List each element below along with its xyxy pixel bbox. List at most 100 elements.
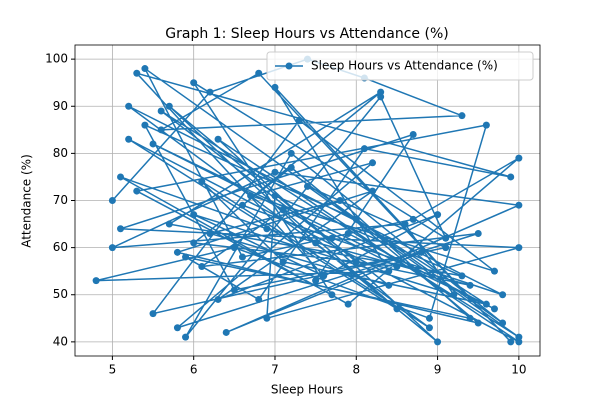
marker (279, 206, 287, 214)
marker (133, 187, 141, 195)
marker (117, 225, 125, 233)
marker (287, 164, 295, 172)
series (92, 55, 523, 346)
y-tick-label: 40 (53, 334, 68, 348)
marker (271, 192, 279, 200)
marker (385, 281, 393, 289)
marker (482, 121, 490, 129)
marker (499, 319, 507, 327)
marker (304, 182, 311, 190)
marker (165, 102, 173, 110)
marker (149, 140, 157, 148)
y-tick-label: 70 (53, 193, 68, 207)
marker (466, 281, 474, 289)
marker (466, 314, 474, 322)
x-tick-label: 8 (352, 363, 360, 377)
y-tick-label: 90 (53, 99, 68, 113)
x-tick-label: 6 (190, 363, 198, 377)
marker (458, 272, 466, 280)
marker (295, 116, 303, 124)
marker (442, 244, 450, 252)
y-tick-label: 80 (53, 146, 68, 160)
marker (125, 135, 133, 143)
marker (173, 324, 181, 332)
marker (393, 305, 401, 313)
x-tick-label: 10 (511, 363, 526, 377)
marker (271, 83, 279, 91)
y-tick-label: 100 (45, 52, 68, 66)
y-tick-label: 50 (53, 287, 68, 301)
x-tick-label: 9 (434, 363, 442, 377)
marker (312, 277, 320, 285)
x-tick-label: 7 (271, 363, 279, 377)
marker (287, 149, 295, 157)
marker (515, 154, 523, 162)
marker (149, 310, 157, 318)
legend-box (266, 51, 534, 81)
marker (222, 328, 230, 336)
marker (238, 253, 246, 261)
marker (369, 159, 377, 167)
marker (190, 211, 198, 219)
marker (255, 69, 263, 77)
line (95, 58, 522, 343)
marker (474, 319, 482, 327)
marker (385, 267, 393, 275)
marker (206, 88, 214, 96)
legend-label: Sleep Hours vs Attendance (%) (311, 59, 498, 73)
marker (182, 253, 190, 261)
marker (263, 225, 271, 233)
marker (515, 333, 523, 341)
marker (271, 168, 279, 176)
marker (344, 229, 352, 237)
marker (190, 79, 198, 87)
marker (482, 300, 490, 308)
marker (214, 135, 222, 143)
y-axis-label: Attendance (%) (20, 154, 34, 248)
marker (92, 277, 100, 285)
legend-marker (285, 62, 293, 70)
chart-title: Graph 1: Sleep Hours vs Attendance (%) (165, 26, 448, 42)
marker (190, 239, 198, 247)
marker (108, 244, 116, 252)
marker (238, 201, 246, 209)
marker (344, 300, 352, 308)
marker (515, 244, 523, 252)
marker (312, 239, 320, 247)
marker (490, 305, 498, 313)
marker (320, 272, 328, 280)
marker (182, 333, 190, 341)
marker (214, 295, 222, 303)
plot-frame (74, 44, 541, 357)
marker (206, 229, 214, 237)
marker (507, 173, 515, 181)
marker (377, 88, 385, 96)
marker (255, 295, 263, 303)
marker (352, 258, 360, 266)
marker (141, 121, 149, 129)
marker (474, 229, 482, 237)
marker (507, 338, 515, 346)
marker (230, 286, 238, 294)
marker (417, 248, 425, 256)
marker (499, 291, 507, 299)
marker (434, 338, 442, 346)
marker (352, 215, 360, 223)
x-axis-label: Sleep Hours (271, 383, 343, 397)
marker (442, 234, 450, 242)
marker (369, 187, 377, 195)
marker (401, 220, 409, 228)
marker (409, 131, 417, 139)
y-tick-label: 60 (53, 240, 68, 254)
marker (458, 112, 466, 120)
marker (108, 197, 116, 204)
marker (279, 258, 287, 266)
marker (141, 65, 149, 73)
marker (173, 248, 181, 256)
marker (425, 314, 433, 322)
marker (360, 145, 368, 153)
marker (328, 234, 336, 242)
marker (515, 201, 523, 209)
